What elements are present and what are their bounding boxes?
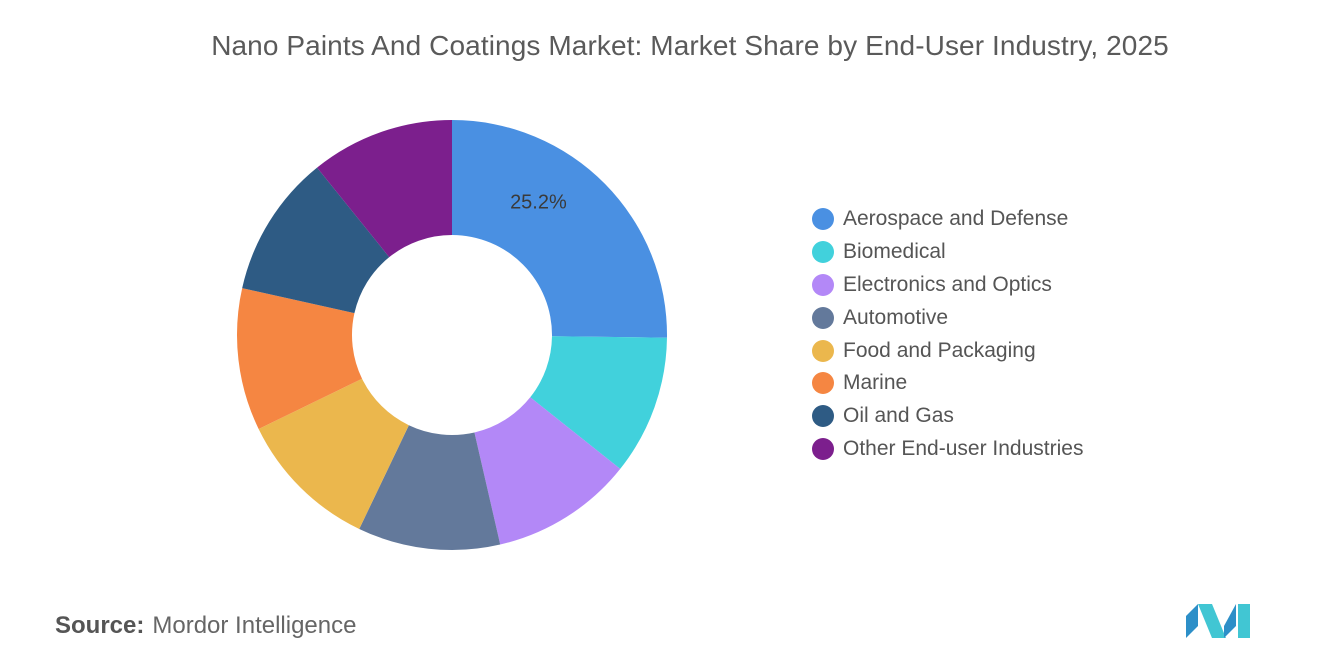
legend-swatch bbox=[812, 241, 834, 264]
legend-swatch bbox=[812, 437, 834, 460]
legend-item: Oil and Gas bbox=[812, 400, 1083, 433]
donut-slice-biomedical bbox=[530, 336, 667, 469]
legend-swatch bbox=[812, 208, 834, 231]
legend-item: Marine bbox=[812, 367, 1083, 400]
legend-item: Automotive bbox=[812, 301, 1083, 334]
legend-label: Other End-user Industries bbox=[843, 436, 1084, 460]
source-note: Source: Mordor Intelligence bbox=[55, 612, 356, 640]
legend-label: Aerospace and Defense bbox=[843, 207, 1069, 231]
legend-item: Food and Packaging bbox=[812, 334, 1083, 367]
donut-slice-aerospace-and-defense bbox=[452, 120, 667, 338]
source-value: Mordor Intelligence bbox=[152, 612, 357, 639]
legend-label: Electronics and Optics bbox=[843, 272, 1052, 296]
donut-slice-marine bbox=[236, 288, 363, 429]
legend-item: Aerospace and Defense bbox=[812, 203, 1083, 236]
source-label: Source: bbox=[55, 612, 145, 639]
legend-item: Other End-user Industries bbox=[812, 433, 1083, 466]
data-label: 25.2% bbox=[510, 191, 567, 213]
donut-slice-oil-and-gas bbox=[242, 167, 390, 314]
legend-swatch bbox=[812, 372, 834, 395]
legend-label: Food and Packaging bbox=[843, 338, 1036, 362]
legend-swatch bbox=[812, 273, 834, 296]
legend-label: Oil and Gas bbox=[843, 404, 954, 428]
legend-label: Automotive bbox=[843, 305, 949, 329]
chart-legend: Aerospace and Defense Biomedical Electroni… bbox=[812, 203, 1083, 465]
legend-swatch bbox=[812, 405, 834, 428]
legend-item: Biomedical bbox=[812, 236, 1083, 269]
legend-label: Marine bbox=[843, 371, 908, 395]
donut-slice-food-and-packaging bbox=[258, 378, 409, 529]
legend-label: Biomedical bbox=[843, 240, 946, 264]
donut-slice-electronics-and-optics bbox=[474, 397, 621, 545]
mordor-intelligence-logo-icon bbox=[1186, 604, 1250, 638]
chart-title: Nano Paints And Coatings Market: Market … bbox=[211, 30, 1169, 61]
donut-slice-other-end-user-industries bbox=[317, 120, 452, 258]
legend-item: Electronics and Optics bbox=[812, 269, 1083, 302]
legend-swatch bbox=[812, 306, 834, 329]
legend-swatch bbox=[812, 339, 834, 362]
donut-slice-automotive bbox=[359, 425, 501, 550]
